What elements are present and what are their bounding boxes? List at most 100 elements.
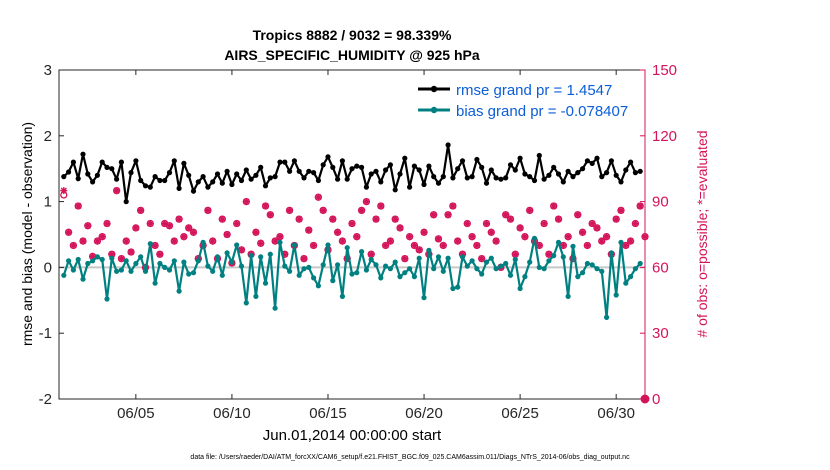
x-tick-label: 06/10 xyxy=(213,405,251,422)
bias-point xyxy=(171,258,177,264)
rmse-point xyxy=(195,179,201,185)
bias-point xyxy=(483,259,490,265)
obs-evaluated-marker xyxy=(185,224,193,232)
obs-evaluated-marker xyxy=(170,237,178,245)
obs-evaluated-marker xyxy=(295,215,303,223)
obs-evaluated-marker xyxy=(545,250,553,258)
bias-point xyxy=(306,264,312,270)
rmse-point xyxy=(70,159,76,165)
rmse-point xyxy=(555,171,562,177)
bias-point xyxy=(75,256,81,263)
obs-evaluated-marker xyxy=(507,215,515,223)
bias-point xyxy=(541,266,547,272)
rmse-point xyxy=(479,164,485,170)
obs-evaluated-marker xyxy=(65,228,73,236)
rmse-point xyxy=(142,183,149,189)
rmse-point xyxy=(474,156,480,163)
rmse-point xyxy=(551,164,557,170)
rmse-point xyxy=(570,174,576,180)
bias-point xyxy=(628,274,634,280)
obs-evaluated-marker xyxy=(511,250,519,258)
rmse-point xyxy=(296,168,302,174)
legend: rmse grand pr = 1.4547 bias grand pr = -… xyxy=(418,82,628,120)
bias-point xyxy=(546,258,552,264)
bias-point xyxy=(301,266,307,272)
y-axis-left: -2 -1 0 1 2 3 xyxy=(39,62,64,408)
obs-evaluated-marker xyxy=(444,211,452,219)
obs-evaluated-marker xyxy=(132,224,140,232)
rmse-point xyxy=(99,159,105,165)
bias-point xyxy=(570,243,576,249)
obs-evaluated-marker xyxy=(458,250,466,258)
bias-point xyxy=(190,270,197,276)
rmse-point xyxy=(186,172,192,178)
bias-point xyxy=(632,266,639,272)
obs-evaluated-marker xyxy=(353,233,361,241)
bias-point xyxy=(210,268,216,274)
bias-point xyxy=(90,258,96,264)
obs-evaluated-marker xyxy=(622,241,630,249)
obs-evaluated-marker xyxy=(463,220,471,228)
rmse-point xyxy=(613,172,619,178)
rmse-point xyxy=(109,166,115,172)
y-right-tick-label: 90 xyxy=(652,194,669,211)
obs-evaluated-marker xyxy=(588,220,596,228)
y-right-tick-label: 150 xyxy=(652,62,677,79)
rmse-point xyxy=(608,158,615,164)
bias-point xyxy=(594,266,600,272)
rmse-point xyxy=(512,167,518,173)
rmse-point xyxy=(402,155,408,161)
rmse-point xyxy=(162,177,168,184)
bias-point xyxy=(311,275,317,281)
obs-evaluated-marker xyxy=(84,222,92,230)
rmse-point xyxy=(604,170,610,176)
obs-evaluated-marker xyxy=(189,228,197,236)
y-left-tick-label: 1 xyxy=(44,194,52,211)
rmse-point xyxy=(565,168,571,174)
rmse-point xyxy=(546,172,552,178)
rmse-point xyxy=(229,181,235,188)
obs-evaluated-marker xyxy=(358,206,366,214)
rmse-point xyxy=(507,162,514,168)
bias-point xyxy=(589,262,595,268)
obs-evaluated-marker xyxy=(559,241,567,249)
rmse-point xyxy=(219,180,225,186)
bias-point xyxy=(373,262,379,268)
obs-evaluated-marker xyxy=(74,202,82,210)
rmse-point xyxy=(90,179,96,185)
bias-point xyxy=(503,260,509,267)
bias-point xyxy=(383,263,389,269)
rmse-point xyxy=(66,169,72,175)
bias-point xyxy=(152,280,158,286)
bias-point xyxy=(531,235,538,241)
rmse-point xyxy=(531,177,538,184)
bias-point xyxy=(118,267,124,273)
obs-evaluated-marker xyxy=(98,233,106,241)
bias-point xyxy=(133,260,139,267)
legend-bias-label: bias grand pr = -0.078407 xyxy=(456,103,628,120)
obs-evaluated-marker xyxy=(583,241,591,249)
obs-evaluated-marker xyxy=(516,224,524,232)
rmse-point xyxy=(483,180,490,186)
bias-point xyxy=(455,284,461,290)
plot-background xyxy=(59,70,645,399)
bias-point xyxy=(575,274,581,280)
bias-point xyxy=(407,266,413,272)
rmse-point xyxy=(378,179,384,185)
obs-evaluated-marker xyxy=(233,220,241,228)
rmse-point xyxy=(287,168,293,174)
bias-point xyxy=(363,267,369,273)
rmse-point xyxy=(469,174,475,180)
rmse-point xyxy=(575,170,581,176)
bias-point xyxy=(426,247,432,253)
obs-evaluated-marker xyxy=(180,233,188,241)
rmse-point xyxy=(599,174,605,180)
obs-evaluated-marker xyxy=(526,206,534,214)
data-file-footer: data file: /Users/raeder/DAI/ATM_forcXX/… xyxy=(190,454,630,461)
bias-point xyxy=(282,263,288,269)
bias-point xyxy=(580,270,586,276)
rmse-point xyxy=(632,170,639,176)
rmse-point xyxy=(166,170,173,176)
rmse-point xyxy=(248,176,254,182)
bias-point xyxy=(488,255,494,261)
